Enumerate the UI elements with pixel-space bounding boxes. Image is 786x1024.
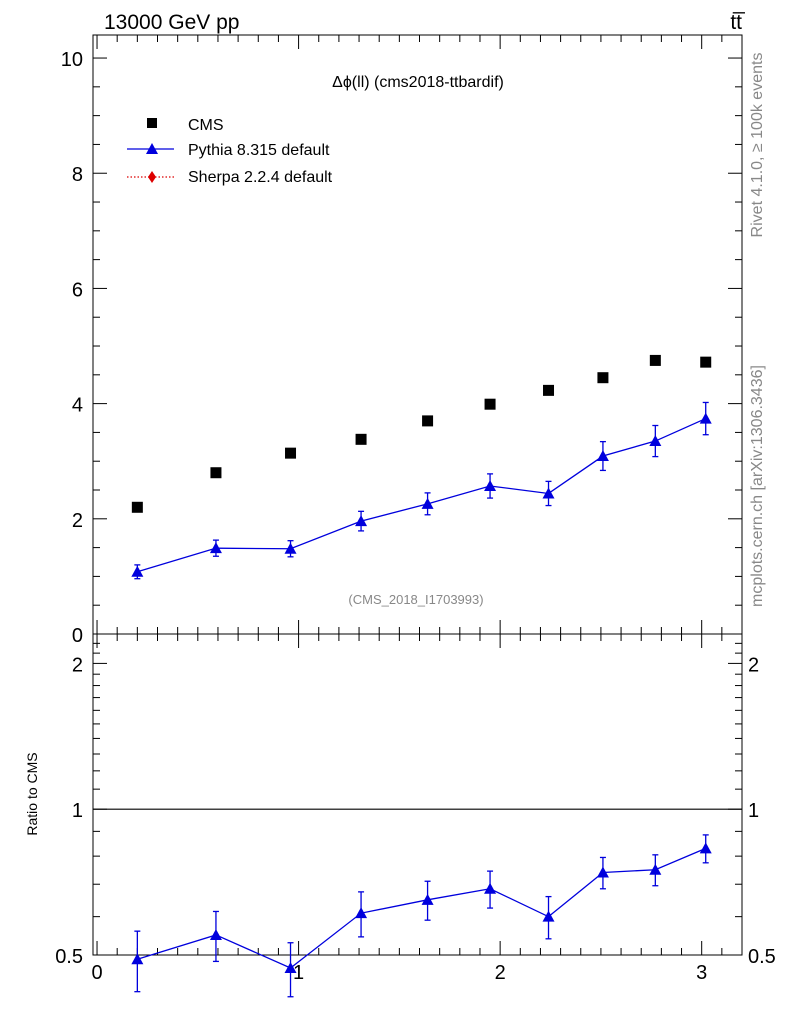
mcplots-label: mcplots.cern.ch [arXiv:1306.3436] bbox=[749, 365, 766, 607]
pythia-data-point bbox=[209, 542, 222, 554]
main-y-tick-label: 6 bbox=[72, 279, 83, 301]
pythia-data-point bbox=[131, 565, 144, 577]
legend-sherpa-label: Sherpa 2.2.4 default bbox=[188, 169, 333, 186]
ratio-data bbox=[131, 834, 712, 998]
x-tick-label: 3 bbox=[696, 962, 707, 984]
ratio-data-point bbox=[209, 928, 222, 940]
ratio-y-tick-label-right: 0.5 bbox=[748, 946, 776, 968]
ratio-y-tick-label-right: 1 bbox=[748, 800, 759, 822]
main-y-tick-label: 8 bbox=[72, 164, 83, 186]
ratio-data-point bbox=[596, 866, 609, 878]
ratio-y-tick-label-left: 1 bbox=[72, 800, 83, 822]
pythia-data-point bbox=[355, 515, 368, 527]
main-y-tick-label: 0 bbox=[72, 625, 83, 647]
x-tick-label: 2 bbox=[495, 962, 506, 984]
ratio-data-point bbox=[284, 962, 297, 974]
ratio-axis-ticks bbox=[93, 634, 743, 956]
process-label: tt̅ bbox=[730, 11, 746, 34]
main-axis-ticks bbox=[93, 35, 743, 635]
ratio-frame bbox=[92, 633, 743, 956]
legend-pythia-label: Pythia 8.315 default bbox=[188, 142, 330, 159]
main-y-tick-label: 2 bbox=[72, 510, 83, 532]
main-data bbox=[131, 354, 712, 580]
pythia-data-point bbox=[596, 450, 609, 462]
cms-data-point bbox=[484, 398, 496, 410]
ratio-y-tick-label-left: 2 bbox=[72, 654, 83, 676]
cms-data-point bbox=[543, 384, 555, 396]
ratio-data-point bbox=[649, 863, 662, 875]
cms-data-point bbox=[597, 372, 609, 384]
ratio-y-tick-label-right: 2 bbox=[748, 654, 759, 676]
cms-data-point bbox=[649, 354, 661, 366]
ratio-data-point bbox=[131, 953, 144, 965]
cms-data-point bbox=[700, 356, 712, 368]
ratio-data-point bbox=[542, 910, 555, 922]
cms-data-point bbox=[285, 447, 297, 459]
pythia-data-point bbox=[699, 412, 712, 424]
main-y-tick-label: 10 bbox=[61, 49, 83, 71]
main-panel: Δϕ(ll) (cms2018-ttbardif) (CMS_2018_I170… bbox=[61, 34, 743, 647]
cms-data-point bbox=[131, 501, 143, 513]
legend-item-sherpa: Sherpa 2.2.4 default bbox=[127, 169, 333, 186]
ratio-data-point bbox=[699, 842, 712, 854]
x-tick-label: 0 bbox=[91, 962, 102, 984]
main-y-tick-labels: 0 2 4 6 8 10 bbox=[61, 49, 83, 647]
legend-item-cms: CMS bbox=[147, 117, 224, 134]
plot-title: Δϕ(ll) (cms2018-ttbardif) bbox=[332, 74, 504, 91]
legend-sherpa-marker bbox=[148, 171, 156, 183]
main-y-tick-label: 4 bbox=[72, 395, 83, 417]
pythia-data-point bbox=[421, 497, 434, 509]
ratio-y-tick-label-left: 0.5 bbox=[55, 946, 83, 968]
legend-cms-label: CMS bbox=[188, 117, 224, 134]
ratio-data-point bbox=[355, 907, 368, 919]
energy-label: 13000 GeV pp bbox=[104, 11, 239, 34]
legend-cms-marker bbox=[147, 118, 157, 128]
ratio-data-point bbox=[484, 882, 497, 894]
legend: CMS Pythia 8.315 default Sherpa 2.2.4 de… bbox=[127, 117, 333, 186]
x-tick-labels: 0 1 2 3 bbox=[91, 962, 707, 984]
ratio-pythia-line bbox=[137, 847, 706, 969]
legend-item-pythia: Pythia 8.315 default bbox=[127, 142, 330, 159]
ratio-panel: Ratio to CMS 0.5 0.5 1 1 2 2 0 1 2 3 bbox=[24, 633, 776, 998]
pythia-data-point bbox=[542, 487, 555, 499]
pythia-data-point bbox=[649, 435, 662, 447]
cms-data-point bbox=[355, 433, 367, 445]
analysis-watermark: (CMS_2018_I1703993) bbox=[348, 592, 483, 607]
ratio-y-tick-labels: 0.5 0.5 1 1 2 2 bbox=[55, 654, 776, 968]
rivet-version-label: Rivet 4.1.0, ≥ 100k events bbox=[749, 53, 766, 238]
legend-pythia-marker bbox=[146, 143, 158, 154]
pythia-data-point bbox=[284, 542, 297, 554]
ratio-data-point bbox=[421, 893, 434, 905]
x-tick-label: 1 bbox=[293, 962, 304, 984]
cms-data-point bbox=[422, 415, 434, 427]
pythia-data-point bbox=[484, 479, 497, 491]
ratio-y-axis-label: Ratio to CMS bbox=[24, 752, 40, 835]
pythia-line bbox=[137, 417, 706, 573]
cms-data-point bbox=[210, 467, 222, 479]
